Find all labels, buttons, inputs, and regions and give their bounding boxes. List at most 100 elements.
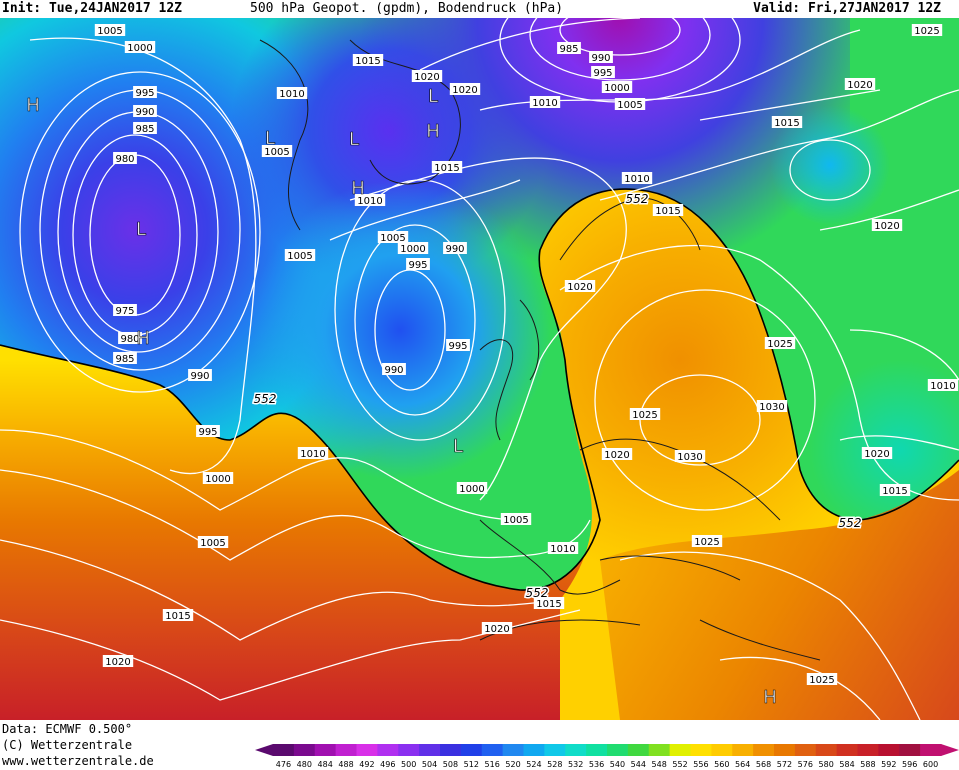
isobar-value: 1025 <box>632 410 657 421</box>
isobar-label: 1000 <box>456 482 488 495</box>
colorbar-tick-label: 520 <box>505 760 520 769</box>
colorbar-swatch <box>627 744 650 756</box>
isobar-label: 1015 <box>879 484 911 497</box>
colorbar-tick-label: 592 <box>881 760 896 769</box>
isobar-label: 1010 <box>621 172 653 185</box>
isobar-label: 1000 <box>124 41 156 54</box>
colorbar-swatch <box>293 744 316 756</box>
colorbar-swatch <box>899 744 921 756</box>
colorbar-swatch <box>857 744 879 756</box>
isobar-label: 1020 <box>601 448 633 461</box>
isobar-value: 1000 <box>604 83 629 94</box>
isobar-label: 1000 <box>202 472 234 485</box>
isobar-label: 1000 <box>601 81 633 94</box>
isobar-label: 995 <box>406 258 430 271</box>
isobar-value: 1025 <box>694 537 719 548</box>
isobar-value: 1015 <box>536 599 561 610</box>
isobar-value: 995 <box>408 260 427 271</box>
high-pressure-marker: H <box>426 121 440 142</box>
isobar-value: 990 <box>384 365 403 376</box>
isobar-label: 990 <box>443 242 467 255</box>
colorbar-tick-label: 560 <box>714 760 729 769</box>
colorbar-tick-label: 516 <box>485 760 500 769</box>
isobar-label: 990 <box>382 363 406 376</box>
isobar-label: 985 <box>557 42 581 55</box>
isobar-value: 1025 <box>914 26 939 37</box>
low-pressure-marker: L <box>428 86 438 107</box>
isobar-label: 995 <box>196 425 220 438</box>
isobar-value: 1000 <box>127 43 152 54</box>
isobar-value: 1010 <box>930 381 955 392</box>
colorbar-swatch <box>544 744 566 756</box>
isobar-value: 990 <box>591 53 610 64</box>
colorbar-swatch <box>774 744 796 756</box>
colorbar-swatch <box>836 744 858 756</box>
colorbar-tick-label: 556 <box>693 760 708 769</box>
isobar-value: 1015 <box>165 611 190 622</box>
isobar-label: 1030 <box>756 400 788 413</box>
isobar-value: 995 <box>593 68 612 79</box>
isobar-value: 1005 <box>200 538 225 549</box>
isobar-label: 1030 <box>674 450 706 463</box>
isobar-label: 980 <box>118 332 142 345</box>
isobar-value: 1010 <box>550 544 575 555</box>
isobar-value: 1020 <box>864 449 889 460</box>
isobar-value: 1005 <box>264 147 289 158</box>
isobar-label: 980 <box>113 152 137 165</box>
colorbar-tick-label: 568 <box>756 760 771 769</box>
isobar-label: 1025 <box>911 24 943 37</box>
isobar-value: 1000 <box>459 484 484 495</box>
init-time-label: Init: Tue,24JAN2017 12Z <box>2 1 183 16</box>
colorbar-tick-label: 512 <box>464 760 479 769</box>
isobar-value: 975 <box>115 306 134 317</box>
colorbar-swatch <box>607 744 629 756</box>
isobar-label: 975 <box>113 304 137 317</box>
isobar-value: 990 <box>445 244 464 255</box>
colorbar-tick-label: 564 <box>735 760 750 769</box>
isobar-value: 1010 <box>300 449 325 460</box>
height-contour-label: 552 <box>626 192 649 206</box>
colorbar-swatch <box>690 744 712 756</box>
colorbar-swatch <box>565 744 587 756</box>
colorbar-tick-label: 484 <box>318 760 333 769</box>
isobar-label: 995 <box>591 66 615 79</box>
isobar-label: 1005 <box>284 249 316 262</box>
isobar-label: 1010 <box>354 194 386 207</box>
colorbar-tick-label: 496 <box>380 760 395 769</box>
isobar-label: 1020 <box>481 622 513 635</box>
colorbar-tick-label: 532 <box>568 760 583 769</box>
isobar-label: 990 <box>133 105 157 118</box>
colorbar-swatch <box>732 744 754 756</box>
isobar-label: 995 <box>133 86 157 99</box>
isobar-value: 980 <box>115 154 134 165</box>
isobar-value: 1020 <box>452 85 477 96</box>
colorbar-swatch <box>753 744 775 756</box>
colorbar-tick-label: 580 <box>819 760 834 769</box>
isobar-value: 1030 <box>759 402 784 413</box>
isobar-value: 1015 <box>655 206 680 217</box>
isobar-label: 995 <box>446 339 470 352</box>
isobar-label: 1015 <box>352 54 384 67</box>
isobar-value: 1015 <box>882 486 907 497</box>
colorbar-swatch <box>815 744 838 756</box>
colorbar-swatch <box>398 744 420 756</box>
colorbar-tick-label: 572 <box>777 760 792 769</box>
colorbar-tick-label: 548 <box>652 760 667 769</box>
warm-southeast-region <box>600 470 959 720</box>
colorbar-swatch <box>878 744 900 756</box>
isobar-value: 1015 <box>434 163 459 174</box>
isobar-value: 995 <box>135 88 154 99</box>
colorbar-swatch <box>377 744 399 756</box>
colorbar-tick-label: 540 <box>610 760 625 769</box>
isobar-label: 1020 <box>844 78 876 91</box>
isobar-label: 1020 <box>871 219 903 232</box>
colorbar-swatch <box>356 744 378 756</box>
isobar-value: 1020 <box>484 624 509 635</box>
isobar-label: 1020 <box>449 83 481 96</box>
isobar-label: 1015 <box>771 116 803 129</box>
isobar-value: 985 <box>559 44 578 55</box>
colorbar-swatch <box>481 744 504 756</box>
header: Init: Tue,24JAN2017 12Z 500 hPa Geopot. … <box>0 0 959 18</box>
isobar-value: 1005 <box>287 251 312 262</box>
colorbar-tick-label: 596 <box>902 760 917 769</box>
